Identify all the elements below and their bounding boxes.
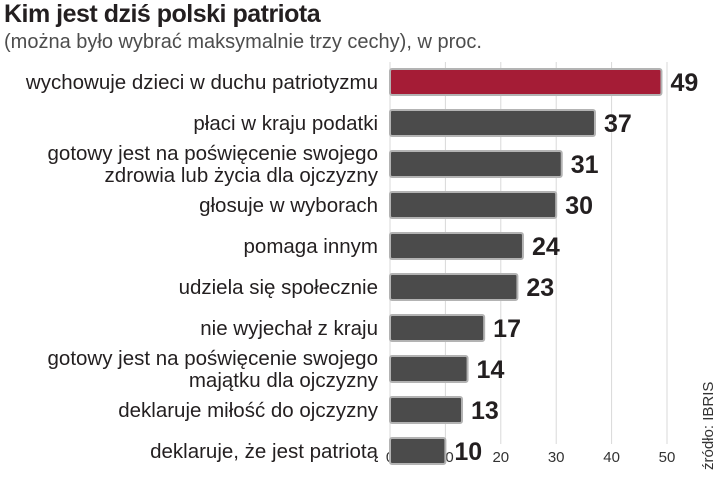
category-label: pomaga innym <box>244 235 378 258</box>
bar <box>389 273 519 301</box>
category-label: nie wyjechał z kraju <box>200 317 378 340</box>
value-label: 10 <box>454 438 482 466</box>
x-tick-label: 20 <box>492 449 509 466</box>
bar <box>389 396 464 424</box>
category-label: deklaruje, że jest patriotą <box>150 440 379 463</box>
value-label: 31 <box>571 151 599 179</box>
x-tick-label: 40 <box>603 449 620 466</box>
value-label: 17 <box>493 315 521 343</box>
bar <box>389 109 596 137</box>
bar <box>389 68 663 96</box>
value-label: 49 <box>670 69 698 97</box>
category-label: gotowy jest na poświęcenie swojego <box>48 142 378 165</box>
bar <box>389 150 563 178</box>
chart-subtitle: (można było wybrać maksymalnie trzy cech… <box>4 31 482 53</box>
category-label: zdrowia lub życia dla ojczyzny <box>105 164 379 187</box>
value-label: 30 <box>565 192 593 220</box>
category-label: płaci w kraju podatki <box>193 112 378 135</box>
value-label: 23 <box>526 274 554 302</box>
bar <box>389 232 524 260</box>
category-label: udziela się społecznie <box>179 276 378 299</box>
bar <box>389 191 558 219</box>
category-label: majątku dla ojczyzny <box>189 369 379 392</box>
value-label: 14 <box>477 356 505 384</box>
value-label: 24 <box>532 233 560 261</box>
x-tick-label: 30 <box>548 449 565 466</box>
category-label: deklaruje miłość do ojczyzny <box>118 399 379 422</box>
category-label: wychowuje dzieci w duchu patriotyzmu <box>25 71 378 94</box>
value-label: 37 <box>604 110 632 138</box>
bar <box>389 355 469 383</box>
value-label: 13 <box>471 397 499 425</box>
bar <box>389 437 447 465</box>
x-tick-label: 50 <box>659 449 676 466</box>
chart-title: Kim jest dziś polski patriota <box>4 0 321 28</box>
category-label: gotowy jest na poświęcenie swojego <box>48 347 378 370</box>
bar <box>389 314 486 342</box>
category-label: głosuje w wyborach <box>199 194 378 217</box>
